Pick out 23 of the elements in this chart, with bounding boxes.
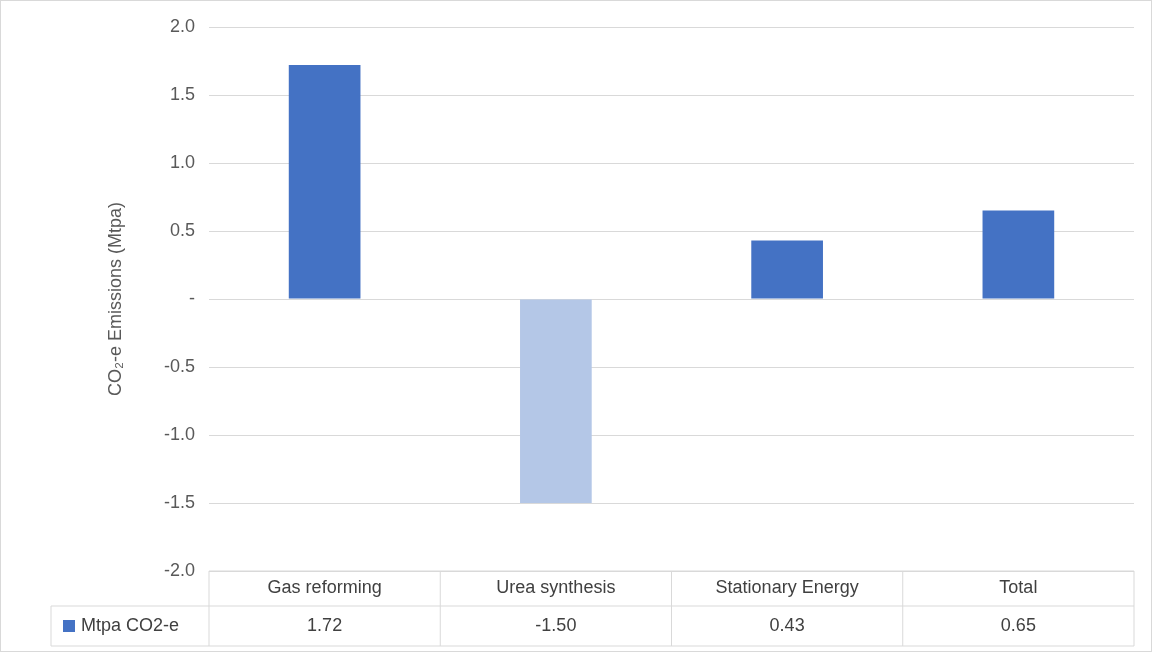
x-tick-label: Urea synthesis [496, 577, 616, 598]
data-label: 1.72 [307, 614, 343, 635]
data-label: -1.50 [535, 614, 577, 635]
y-tick-label: 2.0 [169, 15, 195, 36]
y-axis-title: CO₂-e Emissions (Mtpa) [104, 201, 125, 397]
y-tick-label: -0.5 [163, 355, 195, 376]
y-tick-label: 1.5 [169, 83, 195, 104]
legend-label: Mtpa CO2-e [81, 614, 180, 635]
y-tick-label: -1.0 [163, 423, 195, 444]
bar [982, 210, 1055, 299]
bar [520, 299, 592, 503]
x-tick-label: Gas reforming [267, 577, 382, 598]
data-label: 0.43 [769, 614, 805, 635]
y-tick-label: - [189, 287, 195, 308]
bar [751, 240, 823, 299]
y-tick-label: 0.5 [169, 219, 195, 240]
bar [288, 65, 361, 299]
data-label: 0.65 [1000, 614, 1036, 635]
y-tick-label: -1.5 [163, 491, 195, 512]
y-tick-label: -2.0 [163, 559, 195, 580]
x-tick-label: Stationary Energy [715, 577, 859, 598]
y-tick-label: 1.0 [169, 151, 195, 172]
x-tick-label: Total [999, 577, 1038, 598]
